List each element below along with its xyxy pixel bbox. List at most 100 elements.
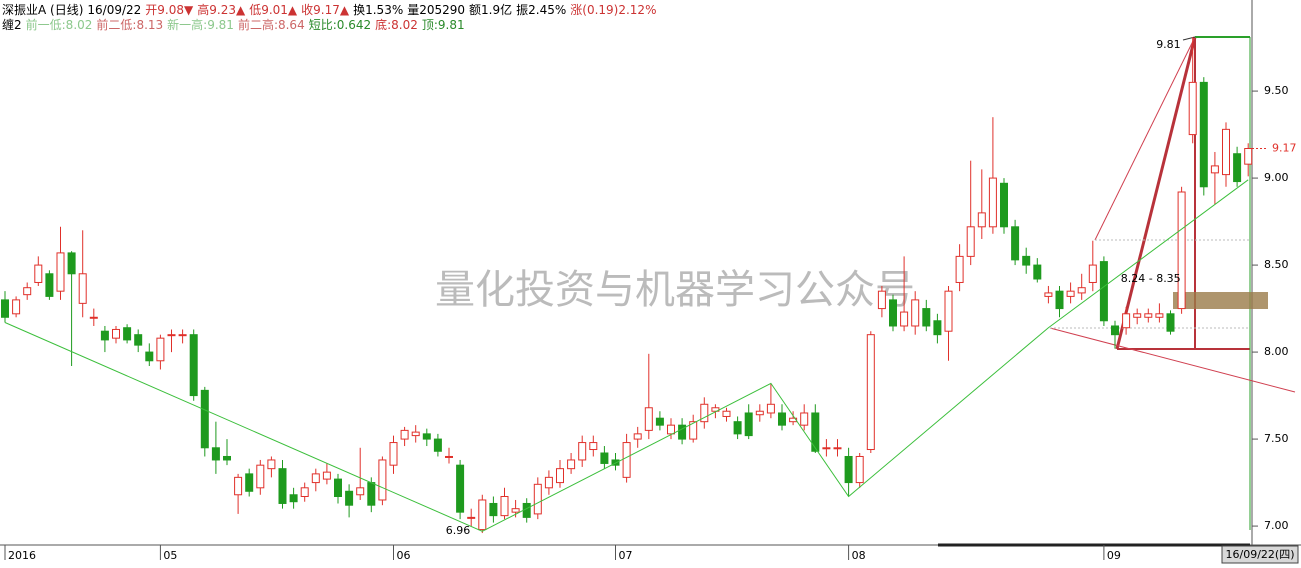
candle-body xyxy=(933,320,942,336)
candle-body xyxy=(178,334,187,337)
candle-body xyxy=(722,410,731,417)
header-item: 开9.08▼ xyxy=(145,3,194,17)
candle-body xyxy=(56,252,65,292)
candle-body xyxy=(988,177,997,228)
candle-body xyxy=(267,459,276,470)
candle-body xyxy=(456,464,465,513)
candle-body xyxy=(1033,264,1042,280)
candle-body xyxy=(977,212,986,228)
candle-body xyxy=(1166,313,1175,332)
candle-body xyxy=(1222,128,1230,176)
annotation: 9.81 xyxy=(1156,38,1181,51)
candle-body xyxy=(1099,261,1108,322)
candle-body xyxy=(511,508,520,513)
candle-body xyxy=(223,455,231,461)
candle-body xyxy=(500,496,509,517)
candle-body xyxy=(67,252,76,275)
candle-body xyxy=(1088,264,1097,283)
candle-body xyxy=(944,290,953,332)
candle-body xyxy=(778,412,786,426)
candle-body xyxy=(489,502,498,517)
candle-body xyxy=(622,442,631,478)
x-tick-label: 06 xyxy=(397,549,411,562)
candle-body xyxy=(78,273,87,304)
candle-body xyxy=(556,468,564,484)
candle-body xyxy=(855,455,864,484)
candle-body xyxy=(445,455,453,458)
header-item: 量205290 xyxy=(407,3,466,17)
header-item: 额1.9亿 xyxy=(469,3,513,17)
candle-body xyxy=(389,442,398,466)
candle-body xyxy=(1199,81,1208,188)
candle-body xyxy=(689,421,698,440)
candle-body xyxy=(955,255,964,283)
y-tick-label: 9.00 xyxy=(1264,171,1289,184)
header-item: 底:8.02 xyxy=(375,18,418,32)
candle-body xyxy=(900,311,909,327)
y-tick-label: 8.00 xyxy=(1264,345,1289,358)
candle-body xyxy=(544,476,553,489)
candle-body xyxy=(800,412,809,426)
candle-body xyxy=(1066,290,1075,297)
candle-body xyxy=(156,337,165,362)
header-item: 高9.23▲ xyxy=(197,3,246,17)
candle-body xyxy=(145,351,154,362)
header-item: 涨(0.19)2.12% xyxy=(570,3,657,17)
header-item: 前二低:8.13 xyxy=(96,18,164,32)
annotation: 8.24 - 8.35 xyxy=(1121,272,1181,285)
candle-body xyxy=(733,421,742,435)
x-tick-label: 08 xyxy=(852,549,866,562)
header-line-1: 深振业A (日线) 16/09/22 开9.08▼ 高9.23▲ 低9.01▲ 收9.17… xyxy=(2,1,660,18)
date-box xyxy=(1221,545,1299,564)
candle-body xyxy=(100,330,109,341)
header-item: 深振业A (日线) xyxy=(2,3,84,17)
header-item: 振2.45% xyxy=(516,3,567,17)
candle-body xyxy=(467,516,476,519)
y-tick-label: 9.50 xyxy=(1264,84,1289,97)
candle-body xyxy=(245,473,254,492)
candle-body xyxy=(411,431,420,437)
candle-body xyxy=(1210,165,1219,174)
candle-body xyxy=(167,334,176,337)
candle-body xyxy=(578,442,587,461)
candle-body xyxy=(1077,287,1086,294)
candle-body xyxy=(334,478,342,498)
candle-body xyxy=(833,447,842,450)
candle-body xyxy=(1000,182,1008,228)
candle-body xyxy=(1111,325,1119,336)
candle-body xyxy=(1044,292,1053,297)
candle-body xyxy=(700,403,709,423)
candle-body xyxy=(911,299,920,327)
candle-body xyxy=(866,334,875,451)
candle-body xyxy=(744,412,753,437)
candle-body xyxy=(1188,81,1197,136)
candle-body xyxy=(1233,153,1242,183)
candle-body xyxy=(633,433,642,440)
candle-body xyxy=(311,473,320,484)
candle-body xyxy=(644,407,653,431)
header-item: 16/09/22 xyxy=(87,3,142,17)
candle-body xyxy=(589,442,598,451)
candle-body xyxy=(1144,313,1153,318)
candle-body xyxy=(478,499,487,531)
candle-body xyxy=(966,226,975,257)
candle-body xyxy=(1155,313,1164,318)
candle-body xyxy=(289,494,298,503)
candle-body xyxy=(889,299,897,327)
candle-body xyxy=(1055,290,1064,310)
zigzag-line xyxy=(4,179,1249,532)
last-price-label: 9.17 xyxy=(1272,142,1297,155)
candle-body xyxy=(345,490,354,506)
candle-body xyxy=(134,334,143,346)
header-item: 前二高:8.64 xyxy=(237,18,305,32)
candle-body xyxy=(678,424,687,440)
candle-body xyxy=(1177,191,1186,310)
candle-body xyxy=(1122,313,1131,329)
header-line-2: 缠2 前一低:8.02 前二低:8.13 新一高:9.81 前二高:8.64 短比:0.6… xyxy=(2,16,469,33)
candle-body xyxy=(600,452,609,464)
candle-body xyxy=(667,424,675,435)
header-item: 低9.01▲ xyxy=(249,3,298,17)
candle-body xyxy=(1244,148,1253,165)
